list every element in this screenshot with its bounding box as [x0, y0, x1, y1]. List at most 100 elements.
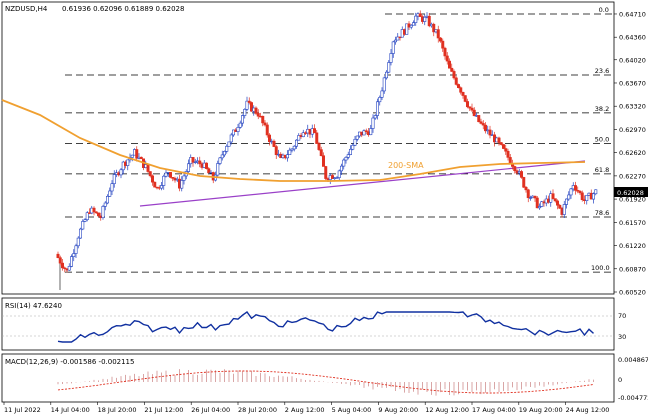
candle-body: [445, 55, 449, 62]
time-tick-label: 12 Aug 12:00: [425, 406, 469, 414]
macd-axis-top: 0.004867: [618, 356, 648, 364]
candle-body: [250, 102, 254, 112]
candle-body: [315, 132, 319, 144]
candle-body: [414, 15, 418, 23]
fib-label: 50.0: [595, 135, 609, 143]
candle-body: [405, 23, 409, 35]
fib-label: 0.0: [599, 6, 609, 14]
candle-body: [342, 159, 346, 167]
candle-body: [373, 115, 377, 119]
sma-curve: [1, 99, 586, 182]
candle-body: [72, 253, 76, 257]
candle-body: [580, 192, 584, 201]
candle-body: [443, 47, 447, 57]
candle-body: [317, 143, 321, 150]
candle-body: [461, 91, 465, 96]
candle-body: [384, 71, 388, 79]
candle-body: [351, 144, 355, 150]
price-tick-label: 0.60870: [619, 265, 646, 273]
candle-body: [472, 109, 476, 117]
candle-body: [103, 202, 107, 207]
candle-body: [243, 109, 247, 116]
candle-body: [216, 163, 220, 176]
candle-body: [56, 253, 60, 259]
time-tick-label: 19 Aug 20:00: [519, 406, 563, 414]
candle-body: [409, 24, 413, 28]
candle-body: [477, 115, 481, 123]
candle-body: [187, 163, 191, 172]
candle-body: [371, 117, 375, 129]
candle-body: [513, 166, 517, 171]
candle-body: [452, 71, 456, 79]
candle-body: [130, 154, 134, 158]
candle-body: [488, 129, 492, 136]
candle-body: [330, 175, 334, 179]
candle-body: [481, 123, 485, 126]
candle-body: [501, 144, 505, 149]
price-tick-label: 0.61920: [619, 196, 646, 204]
candle-body: [182, 175, 186, 181]
candle-body: [58, 257, 62, 264]
candle-body: [364, 130, 368, 133]
candle-body: [499, 142, 503, 145]
price-axis: 0.64710 0.64360 0.64020 0.63670 0.63320 0.629…: [614, 10, 646, 297]
candle-body: [238, 122, 242, 128]
time-tick-label: 11 Jul 2022: [4, 406, 41, 414]
candle-body: [468, 106, 472, 109]
candle-body: [245, 100, 249, 110]
price-tick-label: 0.64360: [619, 34, 646, 42]
candle-body: [263, 122, 267, 126]
time-tick-label: 9 Aug 20:00: [378, 406, 418, 414]
rsi-level-70: 70: [618, 312, 626, 320]
candle-body: [108, 190, 112, 197]
candle-body: [369, 128, 373, 136]
candle-body: [396, 36, 400, 41]
candle-body: [456, 84, 460, 88]
macd-axis-bottom: -0.004772: [618, 394, 648, 402]
candle-body: [355, 135, 359, 140]
candle-body: [76, 237, 80, 247]
price-tick-label: 0.63670: [619, 79, 646, 87]
candle-body: [254, 107, 258, 114]
candle-body: [526, 189, 530, 199]
rising-trendline: [139, 160, 586, 207]
candle-body: [519, 171, 523, 178]
macd-pane: [1, 353, 615, 403]
price-tick-label: 0.62620: [619, 149, 646, 157]
candle-body: [562, 204, 566, 215]
candle-body: [479, 121, 483, 124]
candle-body: [297, 135, 301, 141]
candle-body: [567, 194, 571, 200]
fib-label: 78.6: [595, 209, 609, 217]
candle-body: [506, 150, 510, 158]
candle-body: [119, 169, 123, 176]
candle-body: [436, 29, 440, 39]
candle-body: [378, 97, 382, 103]
candle-body: [558, 204, 562, 209]
time-tick-label: 28 Jul 20:00: [238, 406, 277, 414]
candle-body: [218, 157, 222, 164]
price-tick-label: 0.61220: [619, 242, 646, 250]
candle-body: [553, 198, 557, 202]
candle-body: [63, 267, 67, 269]
candle-body: [528, 197, 532, 199]
price-tick-label: 0.64710: [619, 10, 646, 18]
price-tick-label: 0.61570: [619, 219, 646, 227]
candle-body: [232, 129, 236, 136]
candle-body: [236, 127, 240, 132]
candle-body: [418, 13, 422, 17]
fibonacci-levels: 0.0 23.6 38.2 50.0 61.8 78.6 100.0: [65, 6, 612, 273]
candle-body: [344, 157, 348, 161]
price-tick-label: 0.63320: [619, 103, 646, 111]
candle-body: [225, 145, 229, 152]
candle-body: [290, 148, 294, 151]
candle-body: [67, 266, 71, 271]
candle-body: [533, 195, 537, 199]
time-tick-label: 26 Jul 04:00: [191, 406, 230, 414]
candle-body: [335, 177, 339, 179]
macd-axis-zero: 0: [618, 376, 622, 384]
time-tick-label: 24 Aug 12:00: [566, 406, 610, 414]
candle-body: [573, 185, 577, 191]
candle-body: [564, 198, 568, 205]
